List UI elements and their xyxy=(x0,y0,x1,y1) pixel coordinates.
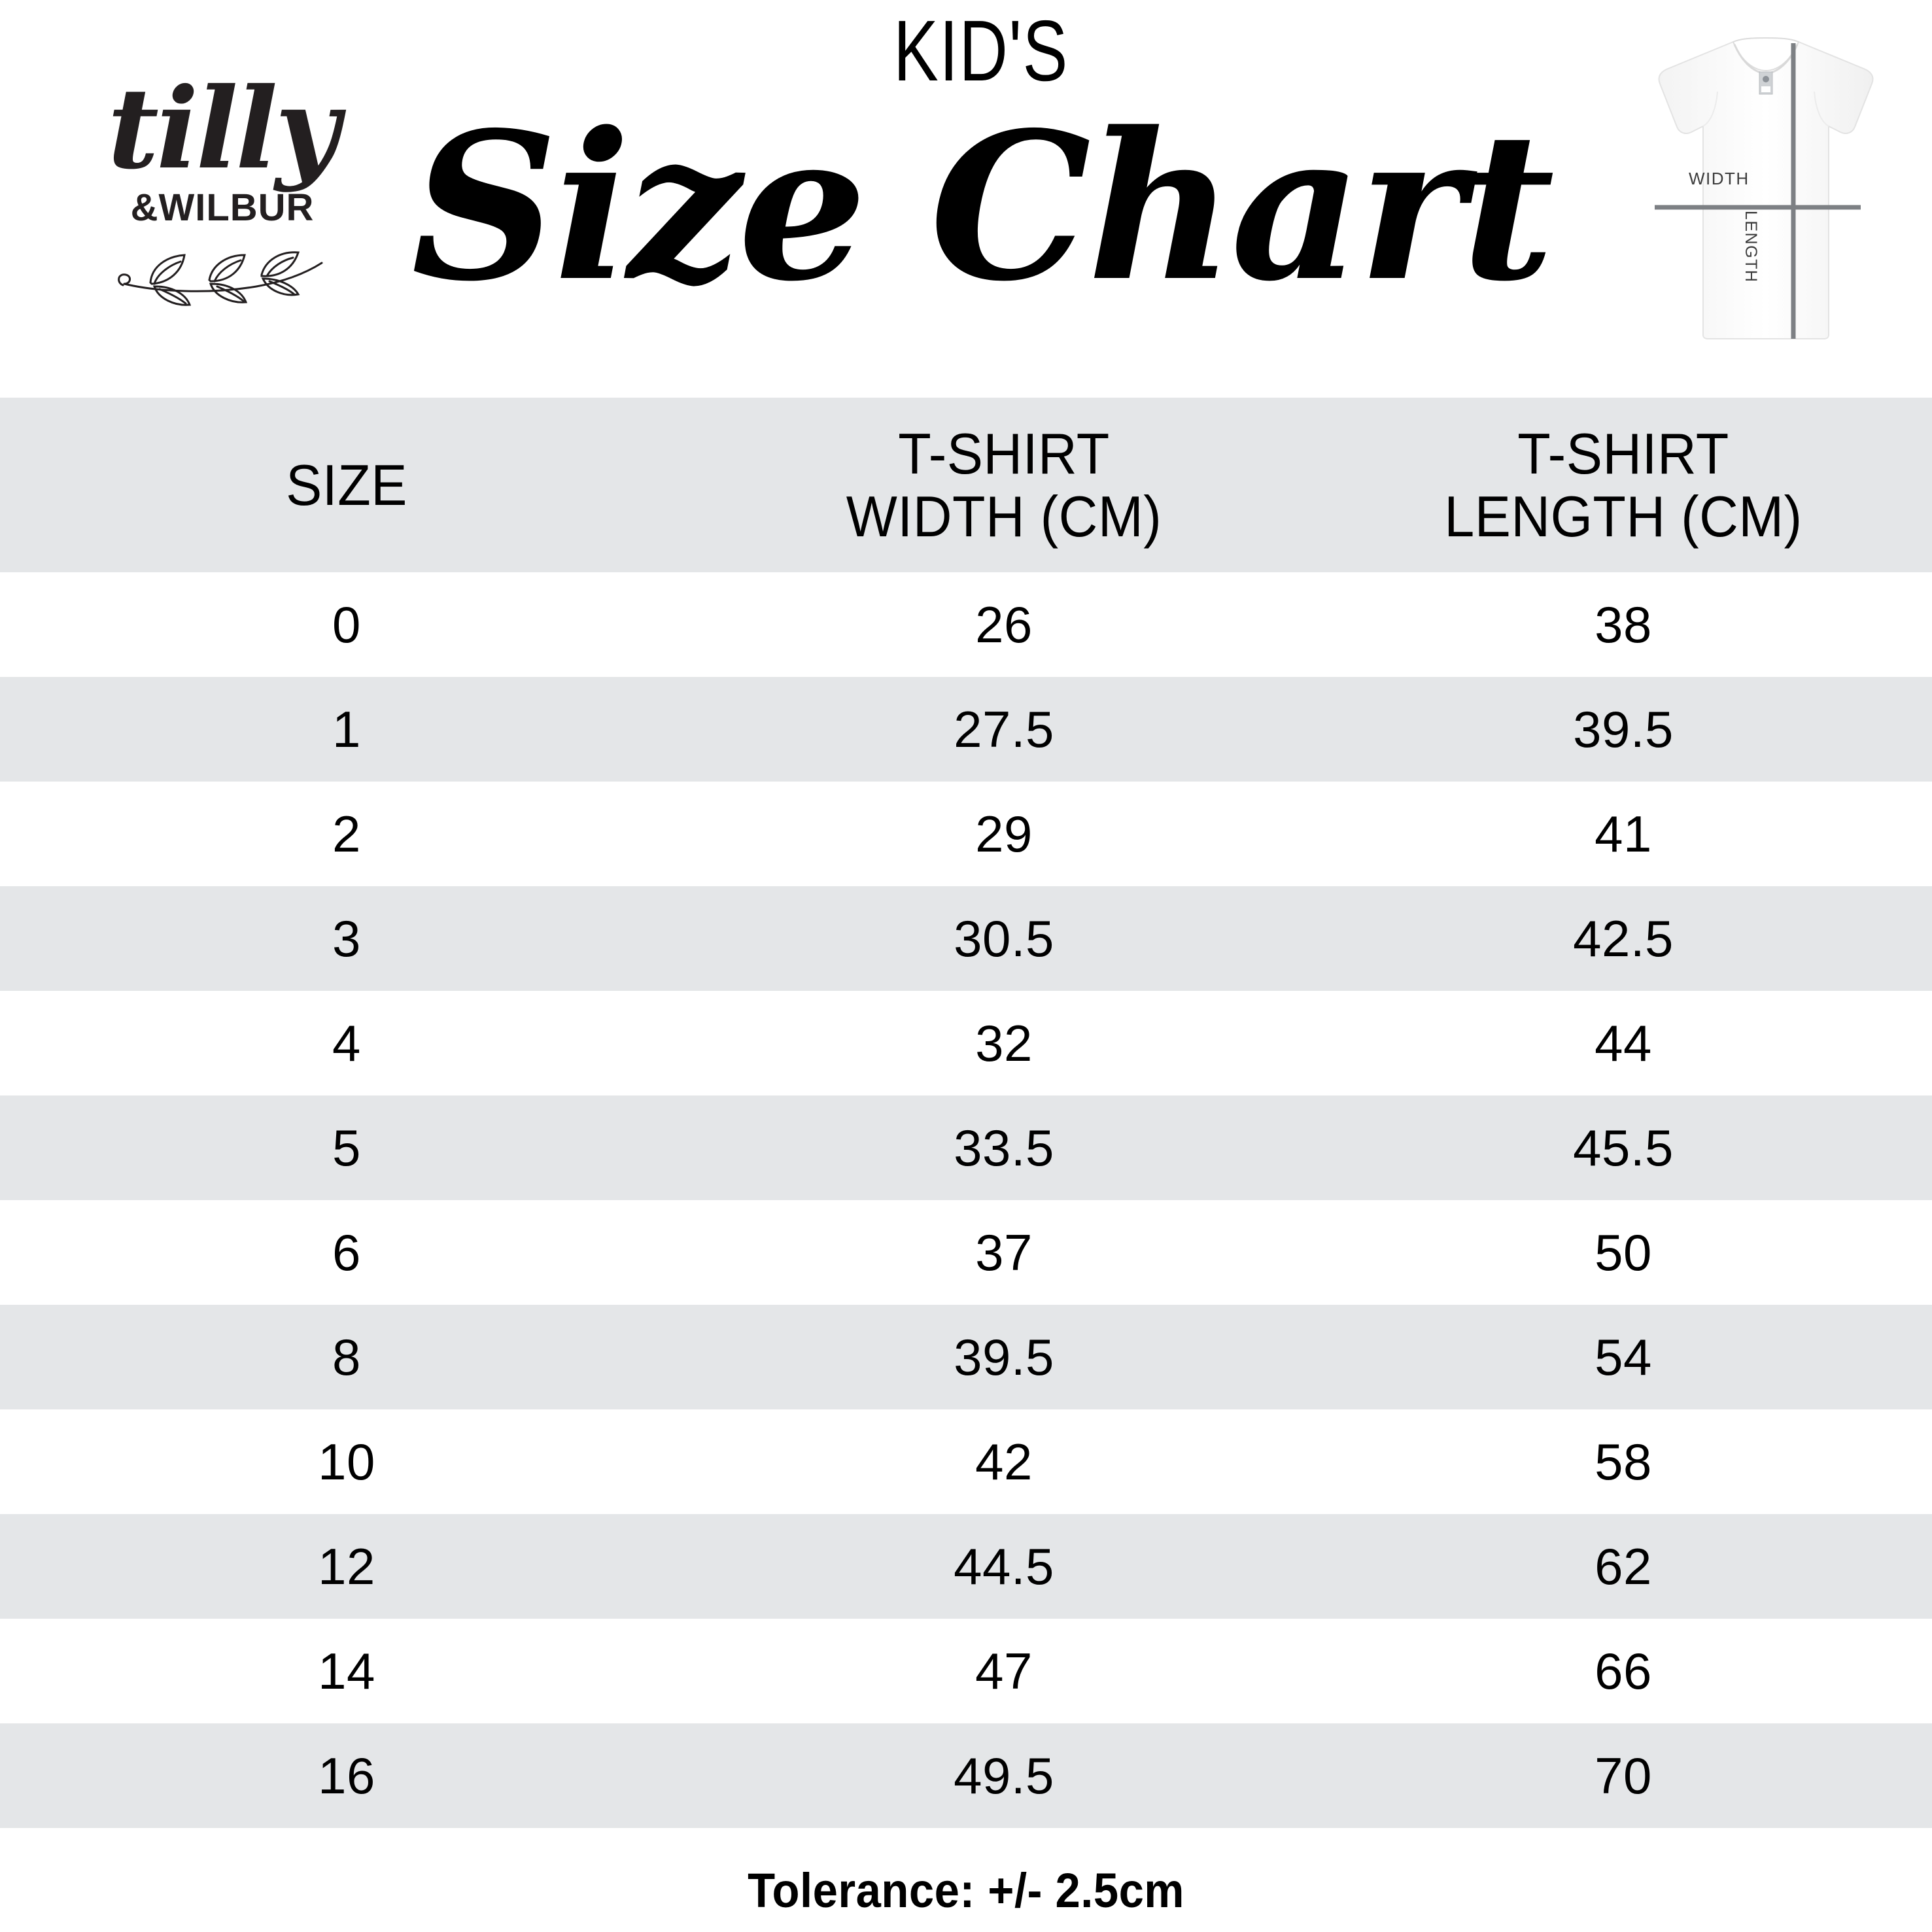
column-header-width-line1: T-SHIRT xyxy=(898,421,1110,486)
cell-length: 42.5 xyxy=(1573,910,1674,967)
cell-width: 27.5 xyxy=(954,700,1054,758)
column-header-length: T-SHIRT LENGTH (CM) xyxy=(1333,421,1913,549)
cell-size: 3 xyxy=(332,910,361,967)
column-header-length-line2: LENGTH (CM) xyxy=(1444,483,1803,549)
column-header-width-line2: WIDTH (CM) xyxy=(846,483,1162,549)
page-title: KID'S Size Chart xyxy=(392,3,1570,326)
cell-size: 6 xyxy=(332,1224,361,1281)
table-row: 2 29 41 xyxy=(0,782,1932,886)
cell-size: 14 xyxy=(318,1642,375,1700)
cell-length: 45.5 xyxy=(1573,1119,1674,1177)
brand-name-sub: &WILBUR xyxy=(130,186,315,229)
cell-size: 0 xyxy=(332,596,361,653)
cell-length: 58 xyxy=(1595,1433,1652,1491)
cell-size: 16 xyxy=(318,1747,375,1804)
table-row: 4 32 44 xyxy=(0,991,1932,1095)
tshirt-diagram: WIDTH LENGTH xyxy=(1635,24,1897,351)
table-row: 5 33.5 45.5 xyxy=(0,1095,1932,1200)
cell-length: 44 xyxy=(1595,1014,1652,1072)
cell-length: 41 xyxy=(1595,805,1652,863)
cell-width: 30.5 xyxy=(954,910,1054,967)
cell-width: 42 xyxy=(975,1433,1033,1491)
column-header-width: T-SHIRT WIDTH (CM) xyxy=(712,421,1296,549)
cell-length: 39.5 xyxy=(1573,700,1674,758)
cell-size: 2 xyxy=(332,805,361,863)
cell-width: 33.5 xyxy=(954,1119,1054,1177)
diagram-width-label: WIDTH xyxy=(1689,169,1750,188)
leaf-branch-icon xyxy=(111,234,334,306)
title-eyebrow: KID'S xyxy=(893,3,1069,99)
cell-length: 50 xyxy=(1595,1224,1652,1281)
table-row: 12 44.5 62 xyxy=(0,1514,1932,1619)
cell-length: 66 xyxy=(1595,1642,1652,1700)
cell-size: 5 xyxy=(332,1119,361,1177)
chart-header: tilly &WILBUR xyxy=(0,0,1932,398)
cell-length: 54 xyxy=(1595,1328,1652,1386)
table-row: 3 30.5 42.5 xyxy=(0,886,1932,991)
cell-width: 39.5 xyxy=(954,1328,1054,1386)
cell-width: 37 xyxy=(975,1224,1033,1281)
cell-size: 8 xyxy=(332,1328,361,1386)
tolerance-note: Tolerance: +/- 2.5cm xyxy=(748,1863,1184,1918)
table-row: 10 42 58 xyxy=(0,1409,1932,1514)
table-row: 1 27.5 39.5 xyxy=(0,677,1932,782)
table-footer: Tolerance: +/- 2.5cm xyxy=(0,1863,1932,1919)
brand-name-script: tilly xyxy=(107,63,339,194)
cell-width: 29 xyxy=(975,805,1033,863)
column-header-size-line1: SIZE xyxy=(286,452,407,517)
cell-width: 26 xyxy=(975,596,1033,653)
cell-size: 4 xyxy=(332,1014,361,1072)
table-header-row: SIZE T-SHIRT WIDTH (CM) T-SHIRT LENGTH (… xyxy=(0,398,1932,572)
size-table: SIZE T-SHIRT WIDTH (CM) T-SHIRT LENGTH (… xyxy=(0,398,1932,1828)
title-main: Size Chart xyxy=(411,88,1555,326)
table-row: 14 47 66 xyxy=(0,1619,1932,1723)
table-row: 16 49.5 70 xyxy=(0,1723,1932,1828)
table-row: 0 26 38 xyxy=(0,572,1932,677)
cell-length: 62 xyxy=(1595,1538,1652,1595)
cell-width: 47 xyxy=(975,1642,1033,1700)
table-row: 6 37 50 xyxy=(0,1200,1932,1305)
column-header-length-line1: T-SHIRT xyxy=(1517,421,1729,486)
cell-length: 38 xyxy=(1595,596,1652,653)
diagram-length-label: LENGTH xyxy=(1742,211,1760,283)
table-row: 8 39.5 54 xyxy=(0,1305,1932,1409)
column-header-size: SIZE xyxy=(21,452,672,517)
cell-width: 32 xyxy=(975,1014,1033,1072)
cell-size: 10 xyxy=(318,1433,375,1491)
cell-size: 1 xyxy=(332,700,361,758)
cell-length: 70 xyxy=(1595,1747,1652,1804)
cell-width: 44.5 xyxy=(954,1538,1054,1595)
brand-logo: tilly &WILBUR xyxy=(85,72,360,320)
cell-size: 12 xyxy=(318,1538,375,1595)
cell-width: 49.5 xyxy=(954,1747,1054,1804)
